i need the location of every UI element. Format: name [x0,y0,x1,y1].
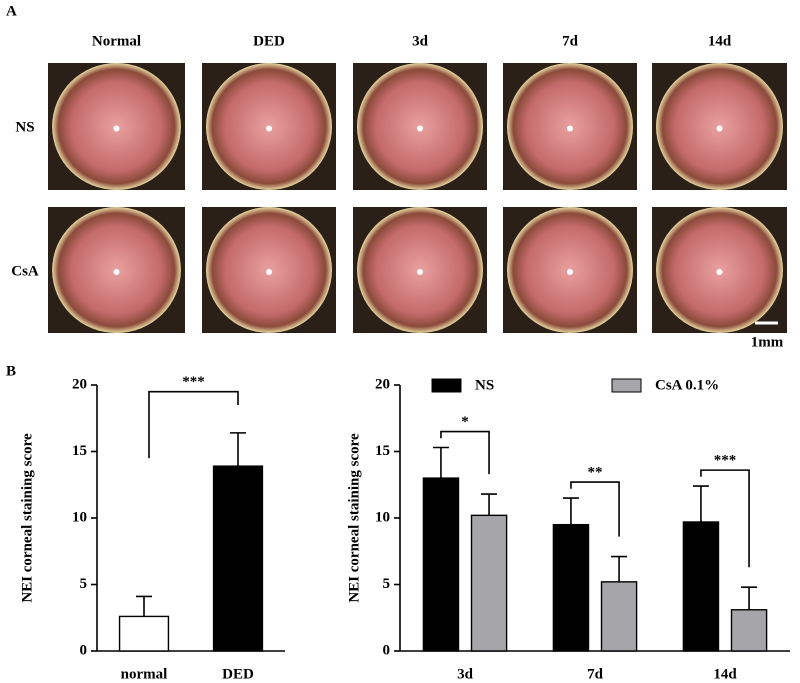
y-tick-label: 10 [375,509,390,525]
panel-label: A [6,3,17,19]
legend-label: CsA 0.1% [655,377,719,393]
column-label: 7d [562,33,579,49]
y-tick-label: 15 [72,443,87,459]
column-label: 14d [708,33,732,49]
bar [730,609,768,652]
reflection [567,269,573,275]
error-bar [692,485,709,522]
error-bar [741,586,758,610]
reflection [266,125,272,132]
error-bar [136,595,152,617]
y-tick-label: 5 [383,576,391,592]
y-tick-label: 15 [375,443,390,459]
reflection [266,269,272,275]
legend-swatch [611,378,642,393]
error-bar [230,432,246,467]
bar [212,465,264,652]
x-tick-label: 14d [713,666,737,682]
y-tick-label: 5 [80,576,88,592]
row-label: CsA [11,263,39,279]
bar [470,514,508,652]
reflection [113,269,120,275]
x-tick-label: DED [222,666,254,682]
bar [682,521,720,652]
reflection [716,125,723,132]
scale-bar-label: 1mm [751,334,784,350]
reflection [567,125,573,132]
y-tick-label: 20 [375,376,390,392]
error-bar [481,493,498,516]
panel-label: B [6,363,16,379]
significance-bracket [148,390,239,459]
bar [422,477,460,652]
column-label: Normal [92,33,141,49]
y-tick-label: 10 [72,509,87,525]
reflection [716,269,723,275]
reflection [417,269,423,275]
y-axis-label: NEI corneal staining score [346,433,362,603]
significance-bracket [570,481,620,537]
row-label: NS [15,119,34,135]
significance-label: * [461,414,469,430]
reflection [417,125,423,132]
y-axis-label: NEI corneal staining score [19,433,35,603]
significance-bracket [700,469,750,568]
column-label: 3d [412,33,429,49]
legend-label: NS [475,377,494,393]
bar [118,615,170,652]
column-label: DED [253,33,285,49]
x-tick-label: 3d [457,666,474,682]
y-tick-label: 0 [80,642,88,658]
x-tick-label: 7d [587,666,604,682]
error-bar [611,555,628,582]
bar [600,581,638,652]
significance-bracket [440,430,490,475]
y-tick-label: 0 [383,642,391,658]
significance-label: ** [588,465,603,481]
y-tick-label: 20 [72,376,87,392]
legend-swatch [431,378,462,393]
significance-label: *** [182,374,205,390]
error-bar [432,446,449,479]
x-tick-label: normal [121,666,168,682]
error-bar [562,497,579,525]
bar [552,523,590,652]
significance-label: *** [714,453,737,469]
reflection [113,125,120,132]
